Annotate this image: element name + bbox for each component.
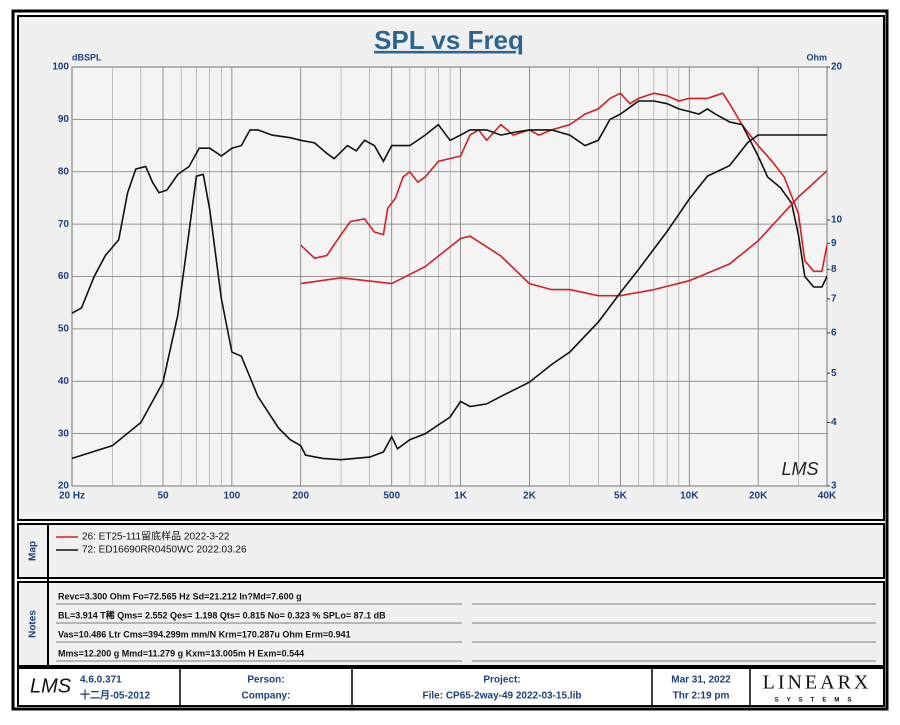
y2-tick-label: 9 bbox=[831, 238, 837, 249]
notes-label: Notes bbox=[28, 610, 39, 638]
notes-line: BL=3.914 T稀 Qms= 2.552 Qes= 1.198 Qts= 0… bbox=[58, 609, 386, 620]
y-tick-label: 70 bbox=[58, 219, 70, 230]
x-tick-label: 5K bbox=[614, 491, 628, 502]
x-tick-label: 20 Hz bbox=[59, 491, 85, 502]
legend-entry: 26: ET25-111留底样品 2022-3-22 bbox=[82, 530, 230, 543]
y-axis-label: dBSPL bbox=[72, 52, 102, 62]
footer-person: Person: bbox=[247, 675, 284, 686]
watermark: LMS bbox=[781, 459, 818, 479]
chart-title: SPL vs Freq bbox=[374, 25, 524, 55]
map-label: Map bbox=[28, 541, 39, 561]
y-tick-label: 30 bbox=[58, 428, 70, 439]
x-tick-label: 500 bbox=[383, 491, 400, 502]
y2-axis-label: Ohm bbox=[806, 52, 827, 62]
footer bbox=[17, 667, 885, 707]
x-tick-label: 40K bbox=[818, 491, 837, 502]
y2-tick-label: 6 bbox=[831, 328, 837, 339]
y2-tick-label: 5 bbox=[831, 368, 837, 379]
x-tick-label: 100 bbox=[224, 491, 241, 502]
y2-tick-label: 20 bbox=[831, 62, 843, 73]
legend-entry: 72: ED16690RR0450WC 2022.03.26 bbox=[82, 545, 247, 556]
y-tick-label: 20 bbox=[58, 481, 70, 492]
map-panel bbox=[17, 523, 885, 579]
footer-file: File: CP65-2way-49 2022-03-15.lib bbox=[423, 691, 582, 702]
impedance-curve bbox=[71, 134, 827, 461]
x-tick-label: 200 bbox=[292, 491, 309, 502]
y2-tick-label: 10 bbox=[831, 215, 843, 226]
y2-tick-label: 4 bbox=[831, 417, 837, 428]
y2-tick-label: 8 bbox=[831, 264, 837, 275]
footer-logo: LMS bbox=[30, 675, 72, 697]
footer-print-date: Mar 31, 2022 bbox=[671, 675, 731, 686]
x-tick-label: 50 bbox=[157, 491, 169, 502]
notes-line: Revc=3.300 Ohm Fo=72.565 Hz Sd=21.212 In… bbox=[58, 591, 302, 601]
y-tick-label: 60 bbox=[58, 271, 70, 282]
y2-tick-label: 3 bbox=[831, 481, 837, 492]
y-tick-label: 90 bbox=[58, 114, 70, 125]
outer-border bbox=[11, 9, 889, 711]
footer-project: Project: bbox=[483, 675, 520, 686]
footer-version: 4.6.0.371 bbox=[80, 675, 122, 686]
notes-panel bbox=[17, 581, 885, 667]
y2-tick-label: 7 bbox=[831, 294, 837, 305]
footer-date: 十二月-05-2012 bbox=[80, 689, 150, 702]
notes-line: Vas=10.486 Ltr Cms=394.299m mm/N Krm=170… bbox=[58, 629, 351, 639]
y-tick-label: 40 bbox=[58, 376, 70, 387]
impedance-curve bbox=[300, 170, 828, 297]
footer-company: Company: bbox=[242, 691, 291, 702]
footer-brand: LINEARX bbox=[763, 672, 872, 694]
footer-brand-sub: SYSTEMS bbox=[775, 698, 860, 704]
x-tick-label: 1K bbox=[454, 491, 468, 502]
notes-line: Mms=12.200 g Mmd=11.279 g Kxm=13.005m H … bbox=[58, 648, 304, 658]
spl-curve bbox=[71, 100, 828, 314]
y-tick-label: 100 bbox=[52, 62, 69, 73]
footer-dividers bbox=[179, 668, 751, 706]
x-tick-label: 20K bbox=[749, 491, 768, 502]
x-tick-label: 10K bbox=[680, 491, 699, 502]
y-tick-label: 80 bbox=[58, 166, 70, 177]
y-tick-label: 50 bbox=[58, 324, 70, 335]
footer-print-time: Thr 2:19 pm bbox=[673, 691, 730, 702]
x-tick-label: 2K bbox=[523, 491, 537, 502]
